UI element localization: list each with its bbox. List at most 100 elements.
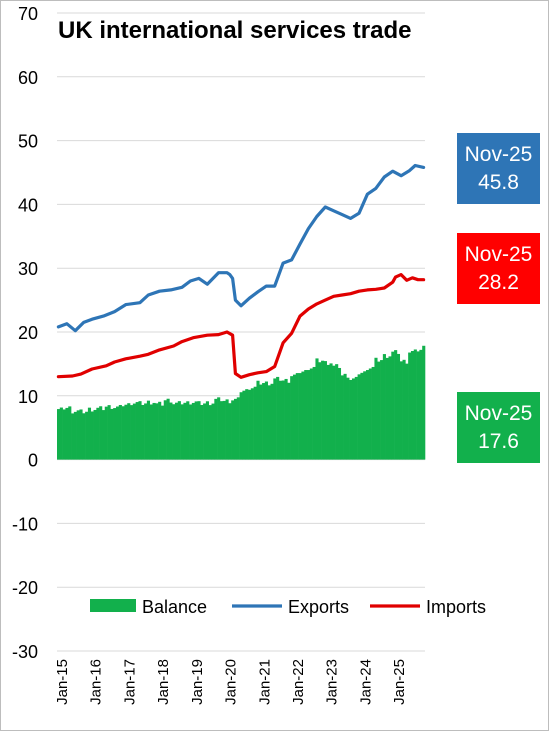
balance-bar xyxy=(245,389,249,460)
balance-bar xyxy=(186,401,190,460)
callout-imports: Nov-25 28.2 xyxy=(457,233,540,304)
balance-bar xyxy=(211,403,215,460)
balance-bar xyxy=(351,378,356,460)
balance-bar xyxy=(340,375,344,460)
balance-bar xyxy=(93,409,97,460)
x-tick-label: Jan-17 xyxy=(121,659,138,705)
balance-bar xyxy=(203,403,207,460)
balance-bar xyxy=(222,400,226,460)
gridlines xyxy=(57,12,425,652)
balance-bar xyxy=(96,407,100,460)
balance-bar xyxy=(242,390,246,460)
balance-bar xyxy=(357,374,361,460)
balance-bar xyxy=(410,351,415,460)
balance-bar xyxy=(99,406,103,460)
callout-balance: Nov-25 17.6 xyxy=(457,392,540,463)
legend: Balance Exports Imports xyxy=(90,597,486,617)
balance-bar xyxy=(321,360,325,460)
balance-bar xyxy=(115,406,120,460)
x-axis-ticks: Jan-15 Jan-16 Jan-17 Jan-18 Jan-19 Jan-20 Jan-… xyxy=(54,659,408,705)
balance-bar xyxy=(270,383,274,460)
balance-bar xyxy=(363,371,367,460)
balance-bar xyxy=(214,398,218,460)
balance-bar xyxy=(354,376,358,460)
balance-bar xyxy=(149,404,153,460)
balance-bar xyxy=(329,363,333,460)
balance-bar xyxy=(419,349,423,460)
balance-bars xyxy=(57,345,426,460)
balance-bar xyxy=(225,399,229,460)
chart-title: UK international services trade xyxy=(58,17,411,44)
legend-label-imports: Imports xyxy=(426,597,486,617)
y-tick-label: -10 xyxy=(12,514,38,534)
balance-bar xyxy=(138,401,142,460)
callout-balance-value: 17.6 xyxy=(478,429,519,453)
balance-bar xyxy=(335,364,339,460)
callout-imports-value: 28.2 xyxy=(478,270,519,294)
balance-bar xyxy=(110,408,114,460)
balance-bar xyxy=(183,402,187,460)
balance-bar xyxy=(416,351,420,460)
balance-bar xyxy=(158,401,162,460)
balance-bar xyxy=(135,402,139,460)
y-tick-label: 70 xyxy=(18,4,38,24)
y-tick-label: 50 xyxy=(18,132,38,152)
x-tick-label: Jan-15 xyxy=(54,659,71,705)
balance-bar xyxy=(337,367,342,460)
balance-bar xyxy=(394,350,398,460)
balance-bar xyxy=(87,407,92,460)
balance-bar xyxy=(160,405,165,460)
legend-label-exports: Exports xyxy=(288,597,349,617)
balance-bar xyxy=(287,382,291,460)
x-tick-label: Jan-18 xyxy=(155,659,172,705)
imports-line xyxy=(56,273,426,379)
balance-bar xyxy=(264,381,268,460)
balance-bar xyxy=(130,405,134,460)
balance-bar xyxy=(278,380,283,460)
balance-bar xyxy=(82,413,86,460)
balance-bar xyxy=(413,349,417,460)
balance-bar xyxy=(219,401,224,460)
balance-bar xyxy=(380,360,384,460)
x-tick-label: Jan-22 xyxy=(290,659,307,705)
balance-bar xyxy=(65,407,69,460)
balance-bar xyxy=(377,361,381,460)
series-lines xyxy=(56,163,426,379)
balance-bar xyxy=(217,397,221,460)
balance-bar xyxy=(62,409,66,460)
balance-bar xyxy=(396,353,401,460)
balance-bar xyxy=(169,402,173,460)
callout-exports: Nov-25 45.8 xyxy=(457,133,540,204)
balance-bar xyxy=(189,404,193,460)
balance-bar xyxy=(326,364,330,460)
balance-bar xyxy=(197,401,201,460)
y-tick-label: 40 xyxy=(18,195,38,215)
balance-bar xyxy=(301,371,305,460)
balance-bar xyxy=(315,358,319,460)
balance-bar xyxy=(57,409,61,460)
balance-bar xyxy=(59,407,63,460)
balance-bar xyxy=(405,363,409,460)
balance-bar xyxy=(146,400,151,460)
balance-bar xyxy=(309,368,313,460)
balance-bar xyxy=(166,398,170,460)
exports-line xyxy=(56,163,426,333)
balance-bar xyxy=(307,370,311,460)
callout-exports-label: Nov-25 xyxy=(464,142,533,166)
balance-bar xyxy=(141,404,145,460)
y-tick-label: 20 xyxy=(18,323,38,343)
balance-bar xyxy=(298,373,302,460)
balance-bar xyxy=(366,370,370,460)
balance-bar xyxy=(318,362,322,460)
balance-bar xyxy=(127,403,131,460)
balance-bar xyxy=(368,368,372,460)
balance-bar xyxy=(76,410,80,460)
balance-bar xyxy=(371,366,375,460)
balance-bar xyxy=(208,405,212,460)
y-tick-label: 30 xyxy=(18,259,38,279)
balance-bar xyxy=(422,345,426,460)
legend-swatch-balance xyxy=(90,599,136,612)
balance-bar xyxy=(259,384,263,460)
balance-bar xyxy=(118,404,122,460)
balance-bar xyxy=(144,403,148,460)
